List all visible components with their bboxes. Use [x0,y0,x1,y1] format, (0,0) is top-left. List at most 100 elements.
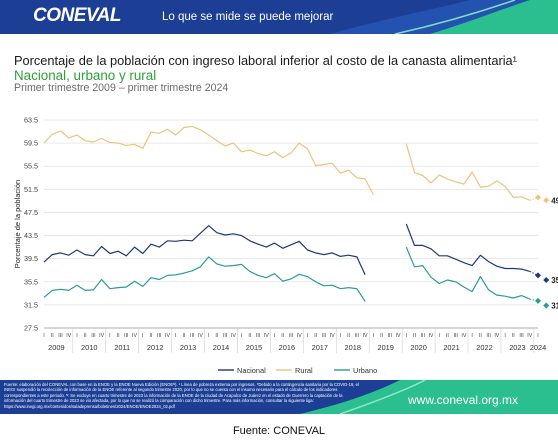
year-tick-label: 2011 [114,343,130,352]
quarter-tick-label: II [446,333,449,339]
quarter-tick-label: IV [396,333,401,339]
legend-label-nacional: Nacional [237,366,266,375]
data-point-marker-rural [543,197,550,204]
quarter-tick-label: IV [461,333,466,339]
banner-waves-decoration [330,0,558,34]
footer-note-line: correspondientes a este periodo. ᴺ: Se e… [4,392,343,398]
data-point-marker-nacional [543,277,550,284]
y-tick-label: 35.5 [24,277,38,286]
data-point-marker-rural [535,194,541,201]
line-chart: 27.5 31.5 35.5 39.5 43.5 47.5 51.5 55.5 59.5 63.5… [13,116,558,376]
footer-waves-decoration [300,380,558,414]
quarter-tick-label: I [241,333,242,339]
quarter-tick-label: III [58,333,62,339]
quarter-tick-label: I [537,333,538,339]
quarter-tick-label: IV [494,333,499,339]
year-tick-label: 2009 [48,343,64,352]
quarter-tick-label: II [314,333,317,339]
quarter-tick-label: IV [165,333,170,339]
quarter-tick-label: IV [363,333,368,339]
quarter-tick-label: IV [198,333,203,339]
end-value-label-nacional: 35.8 [551,276,558,285]
y-tick-label: 51.5 [24,185,38,194]
quarter-tick-label: IV [132,333,137,339]
chart-subtitle: Nacional, urbano y rural [14,68,157,83]
quarter-tick-label: III [421,333,425,339]
quarter-tick-label: I [340,333,341,339]
quarter-tick-label: II [413,333,416,339]
quarter-tick-label: II [84,333,87,339]
year-tick-label: 2021 [443,343,459,352]
quarter-tick-label: III [453,333,457,339]
end-value-label-urbano: 31.4 [551,301,558,310]
series-line-nacional-2020-2023 [405,223,530,272]
year-tick-label: 2024 [530,343,546,352]
quarter-tick-label: II [182,333,185,339]
chart-title: Porcentaje de la población con ingreso l… [14,53,517,68]
series-line-urbano-2020-2023 [405,246,531,300]
year-tick-label: 2023 [509,343,525,352]
y-tick-label: 31.5 [24,300,38,309]
y-tick-label: 63.5 [24,116,38,125]
y-tick-label: 43.5 [24,231,38,240]
series-line-urbano-2009-2019 [43,256,366,302]
quarter-tick-label: III [289,333,293,339]
legend-label-urbano: Urbano [353,366,377,375]
footer-url[interactable]: www.coneval.org.mx [408,393,519,407]
y-tick-label: 27.5 [24,324,38,333]
series-line-rural-2020-2023 [405,143,531,201]
quarter-tick-label: III [91,333,95,339]
end-value-label-rural: 49.6 [551,196,558,205]
year-tick-label: 2015 [246,343,262,352]
footer-note-link[interactable]: https://www.inegi.org.mx/contenidos/sala… [4,403,175,409]
y-axis-label: Porcentaje de la población [13,180,22,268]
quarter-tick-label: IV [231,333,236,339]
quarter-tick-label: III [388,333,392,339]
y-tick-label: 39.5 [24,254,38,263]
quarter-tick-label: II [380,333,383,339]
source-caption: Fuente: CONEVAL [232,425,326,437]
quarter-tick-label: IV [330,333,335,339]
quarter-tick-label: I [109,333,110,339]
quarter-tick-label: III [486,333,490,339]
quarter-tick-label: I [471,333,472,339]
footer-note-line: información del cuarto trimestre de 2023… [4,398,314,404]
legend-label-rural: Rural [295,366,313,375]
quarter-tick-label: I [307,333,308,339]
quarter-tick-label: I [438,333,439,339]
quarter-tick-label: IV [264,333,269,339]
footer-banner: Fuente: elaboración del CONEVAL con base… [0,380,558,414]
quarter-tick-label: IV [99,333,104,339]
quarter-tick-label: I [142,333,143,339]
quarter-tick-label: III [519,333,523,339]
quarter-tick-label: II [51,333,54,339]
quarter-tick-label: IV [66,333,71,339]
quarter-tick-label: III [355,333,359,339]
quarter-tick-label: II [512,333,515,339]
year-tick-label: 2016 [279,343,295,352]
quarter-tick-label: IV [428,333,433,339]
quarter-tick-label: II [215,333,218,339]
quarter-tick-label: II [248,333,251,339]
footer-note: Fuente: elaboración del CONEVAL con base… [4,382,399,409]
quarter-tick-label: III [190,333,194,339]
quarter-tick-label: III [157,333,161,339]
series-line-nacional-2009-2019 [43,225,366,276]
quarter-tick-label: I [76,333,77,339]
year-tick-label: 2010 [81,343,97,352]
quarter-tick-label: I [504,333,505,339]
header-tagline: Lo que se mide se puede mejorar [162,11,334,23]
quarter-tick-label: II [150,333,153,339]
year-tick-label: 2019 [377,343,393,352]
footer-note-line: INEGI suspendió la recolección de inform… [4,387,338,393]
quarter-tick-label: I [43,333,44,339]
quarter-tick-label: II [347,333,350,339]
quarter-tick-label: III [223,333,227,339]
year-tick-label: 2013 [180,343,196,352]
y-tick-label: 59.5 [24,139,38,148]
footer-note-line: Fuente: elaboración del CONEVAL con base… [4,382,359,387]
y-tick-label: 47.5 [24,208,38,217]
data-point-marker-urbano [535,297,541,304]
year-tick-label: 2018 [345,343,361,352]
year-tick-label: 2014 [213,343,229,352]
